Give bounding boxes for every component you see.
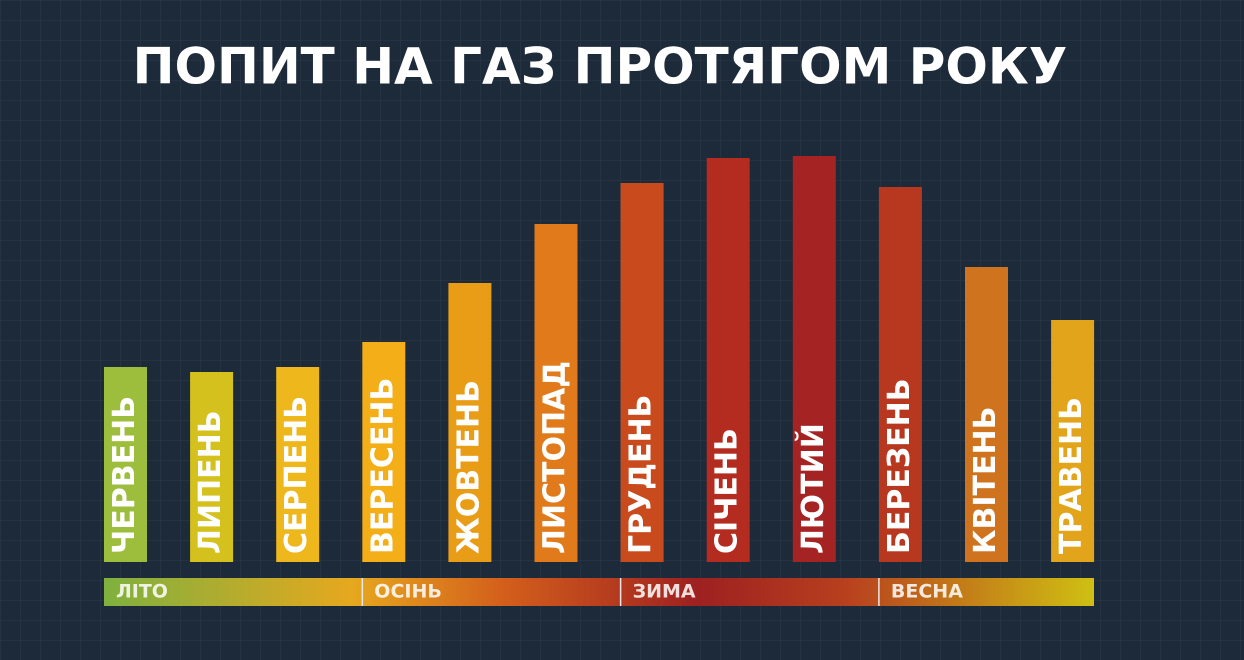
bar-label: ТРАВЕНЬ [1054,397,1089,554]
bar-label: ЖОВТЕНЬ [451,380,486,554]
season-label: ЛІТО [116,581,168,603]
bar [276,367,320,562]
bar [965,267,1008,562]
bar-label: ВЕРЕСЕНЬ [365,378,400,554]
bar-label: ЧЕРВЕНЬ [107,396,142,554]
chart-title: ПОПИТ НА ГАЗ ПРОТЯГОМ РОКУ [133,38,1068,96]
bar-label: БЕРЕЗЕНЬ [882,378,917,554]
bar [1051,320,1095,562]
bar-label: СЕРПЕНЬ [279,396,314,554]
bar-label: КВІТЕНЬ [968,407,1003,554]
bar [706,158,750,562]
season-label: ЗИМА [633,581,696,603]
marks: ЧЕРВЕНЬ ЛИПЕНЬ СЕРПЕНЬ ВЕРЕСЕНЬ ЖОВТЕНЬ ЛИСТО… [104,156,1095,606]
bar-label: ЛЮТИЙ [795,423,831,554]
bar [534,224,578,562]
season-label: ВЕСНА [891,581,963,603]
season-bar [104,578,1094,606]
bar [792,156,836,562]
bar [620,183,664,562]
bar-label: ЛИПЕНЬ [193,410,228,554]
bar-label: ЛИСТОПАД [538,361,573,554]
bar-label: ГРУДЕНЬ [624,395,659,554]
bar [362,342,406,562]
bar [448,283,492,562]
bar [190,372,234,562]
season-label: ОСІНЬ [374,581,442,603]
bar-label: СІЧЕНЬ [710,428,745,554]
bar [878,187,922,562]
bar [104,367,147,562]
